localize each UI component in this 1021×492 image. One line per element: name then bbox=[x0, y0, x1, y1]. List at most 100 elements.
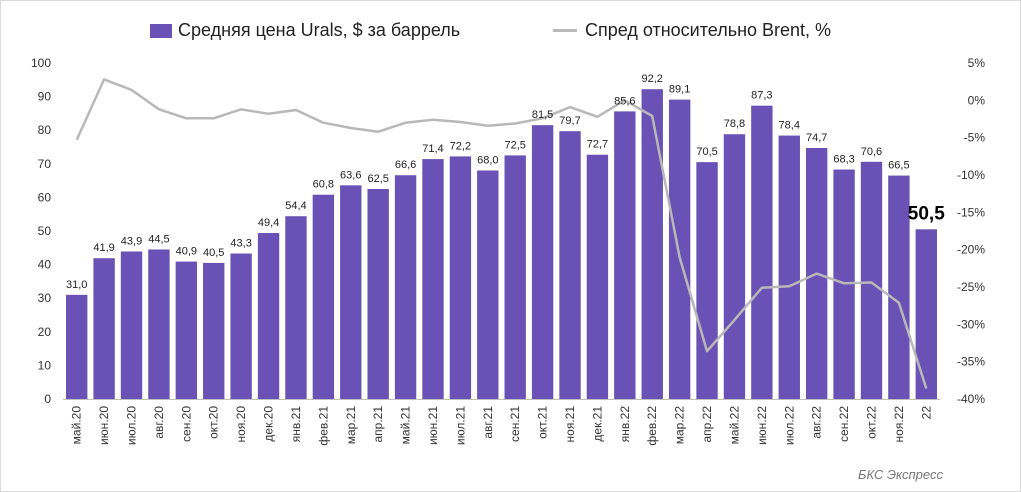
bar bbox=[230, 253, 252, 399]
bar-value-label-highlight: 50,5 bbox=[908, 203, 945, 224]
y-left-tick-label: 30 bbox=[38, 291, 52, 305]
bar bbox=[559, 131, 581, 399]
bar-value-label: 72,5 bbox=[504, 139, 525, 151]
x-tick-label: авг.22 bbox=[810, 406, 824, 439]
x-tick-label: июл.20 bbox=[125, 406, 139, 445]
bar bbox=[449, 156, 472, 399]
bar-value-label: 66,5 bbox=[888, 160, 909, 172]
x-tick-label: фев.21 bbox=[316, 406, 330, 446]
y-left-tick-label: 60 bbox=[38, 190, 52, 204]
bar bbox=[778, 135, 800, 400]
bar bbox=[668, 99, 691, 400]
bar-value-label: 70,6 bbox=[861, 146, 882, 158]
bar-value-label: 31,0 bbox=[66, 279, 87, 291]
x-tick-label: ноя.21 bbox=[563, 406, 577, 443]
legend-item-line: Спред относительно Brent, % bbox=[553, 20, 831, 41]
bar bbox=[723, 134, 746, 399]
x-tick-label: июн.21 bbox=[426, 406, 440, 445]
x-tick-label: авг.21 bbox=[481, 406, 495, 439]
bar bbox=[148, 249, 170, 399]
x-tick-label: янв.22 bbox=[618, 406, 632, 443]
x-tick-label: май.21 bbox=[399, 406, 413, 445]
bar bbox=[641, 89, 663, 399]
bar bbox=[340, 185, 362, 399]
bar-value-label: 79,7 bbox=[559, 115, 580, 127]
bar-value-label: 71,4 bbox=[422, 143, 443, 155]
x-tick-label: июл.21 bbox=[453, 406, 467, 445]
bar bbox=[696, 162, 718, 399]
bar bbox=[888, 175, 910, 399]
bar bbox=[285, 216, 307, 399]
bar-value-label: 63,6 bbox=[340, 169, 361, 181]
bar bbox=[175, 261, 198, 399]
y-right-tick-label: -25% bbox=[957, 280, 985, 294]
bar bbox=[120, 251, 143, 399]
bar-value-label: 60,8 bbox=[313, 179, 334, 191]
bar-value-label: 41,9 bbox=[93, 242, 114, 254]
bar-value-label: 72,2 bbox=[450, 140, 471, 152]
x-tick-label: янв.21 bbox=[289, 406, 303, 443]
x-tick-label: дек.20 bbox=[262, 406, 276, 442]
x-tick-label: фев.22 bbox=[645, 406, 659, 446]
bar-value-label: 74,7 bbox=[806, 132, 827, 144]
bar-value-label: 70,5 bbox=[696, 146, 717, 158]
y-right-tick-label: -35% bbox=[957, 355, 985, 369]
bar-value-label: 78,8 bbox=[724, 118, 745, 130]
x-tick-label: июл.22 bbox=[782, 406, 796, 445]
bar bbox=[531, 125, 554, 399]
y-left-tick-label: 10 bbox=[38, 358, 52, 372]
x-tick-label: мар.21 bbox=[344, 406, 358, 445]
bar-value-label: 40,9 bbox=[176, 246, 197, 258]
bar-value-label: 78,4 bbox=[779, 120, 800, 132]
y-left-tick-label: 80 bbox=[38, 123, 52, 137]
bar-value-label: 62,5 bbox=[367, 173, 388, 185]
bar bbox=[477, 170, 499, 399]
x-tick-label: окт.21 bbox=[536, 406, 550, 439]
bar-value-label: 40,5 bbox=[203, 247, 224, 259]
y-right-tick-label: -40% bbox=[957, 392, 985, 406]
bar bbox=[860, 161, 883, 399]
legend-item-bars: Средняя цена Urals, $ за баррель bbox=[150, 20, 460, 41]
legend-bar-label: Средняя цена Urals, $ за баррель bbox=[178, 20, 461, 40]
x-tick-label: июн.22 bbox=[755, 406, 769, 445]
y-right-tick-label: 5% bbox=[968, 56, 986, 70]
x-tick-label: апр.21 bbox=[371, 406, 385, 443]
y-left-tick-label: 70 bbox=[38, 157, 52, 171]
x-tick-label: апр.22 bbox=[700, 406, 714, 443]
bar bbox=[422, 159, 444, 399]
bar-value-label: 43,3 bbox=[230, 238, 251, 250]
x-tick-label: окт.22 bbox=[864, 406, 878, 439]
bar-value-label: 68,0 bbox=[477, 155, 498, 167]
x-tick-label: ноя.20 bbox=[234, 406, 248, 443]
x-tick-label: авг.20 bbox=[152, 406, 166, 439]
legend-line-swatch bbox=[553, 29, 577, 32]
y-left-tick-label: 90 bbox=[38, 90, 52, 104]
y-right-tick-label: -30% bbox=[957, 317, 985, 331]
y-left-tick-label: 0 bbox=[44, 392, 51, 406]
bar-value-label: 89,1 bbox=[669, 84, 690, 96]
y-right-tick-label: -15% bbox=[957, 205, 985, 219]
bar bbox=[915, 229, 937, 399]
legend: Средняя цена Urals, $ за баррель Спред о… bbox=[0, 20, 1021, 46]
y-left-tick-label: 40 bbox=[38, 258, 52, 272]
bar-value-label: 87,3 bbox=[751, 90, 772, 102]
bar bbox=[504, 155, 526, 399]
bar-value-label: 81,5 bbox=[532, 109, 553, 121]
x-tick-label: май.22 bbox=[727, 406, 741, 445]
bar-value-label: 92,2 bbox=[642, 73, 663, 85]
bar-value-label: 44,5 bbox=[148, 233, 169, 245]
x-tick-label: окт.20 bbox=[207, 406, 221, 439]
bar bbox=[257, 233, 280, 399]
legend-line-label: Спред относительно Brent, % bbox=[585, 20, 832, 40]
x-tick-label: ноя.22 bbox=[892, 406, 906, 443]
bar-value-label: 54,4 bbox=[285, 200, 306, 212]
x-tick-label: сен.21 bbox=[508, 406, 522, 442]
bar bbox=[367, 189, 389, 399]
y-right-tick-label: -20% bbox=[957, 243, 985, 257]
bar-value-label: 49,4 bbox=[258, 217, 279, 229]
x-tick-label: дек.21 bbox=[590, 406, 604, 442]
y-left-tick-label: 100 bbox=[31, 56, 51, 70]
y-right-tick-label: -5% bbox=[964, 131, 986, 145]
bar bbox=[614, 111, 636, 399]
